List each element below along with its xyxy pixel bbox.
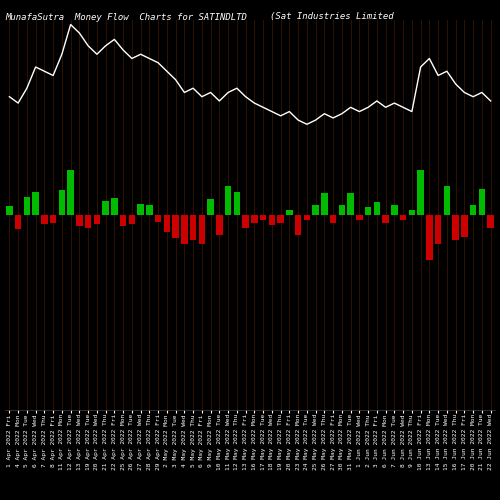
Bar (426, 215, 432, 260)
Bar (408, 210, 415, 215)
Bar (251, 215, 258, 223)
Bar (172, 215, 179, 238)
Bar (321, 193, 328, 215)
Bar (391, 205, 398, 215)
Bar (365, 207, 372, 215)
Bar (260, 215, 266, 220)
Bar (452, 215, 459, 240)
Text: (Sat Industries Limited: (Sat Industries Limited (270, 12, 394, 22)
Bar (15, 215, 22, 228)
Bar (32, 192, 39, 215)
Bar (85, 215, 91, 228)
Bar (338, 205, 345, 215)
Bar (6, 206, 12, 215)
Bar (58, 190, 65, 215)
Bar (234, 192, 240, 215)
Bar (488, 215, 494, 228)
Bar (198, 215, 205, 244)
Bar (181, 215, 188, 244)
Bar (295, 215, 302, 236)
Bar (400, 215, 406, 220)
Bar (111, 198, 117, 215)
Bar (418, 170, 424, 215)
Bar (128, 215, 135, 224)
Bar (164, 215, 170, 232)
Bar (278, 215, 284, 223)
Bar (356, 215, 362, 220)
Bar (41, 215, 48, 224)
Bar (242, 215, 249, 228)
Bar (120, 215, 126, 226)
Bar (435, 215, 442, 244)
Bar (216, 215, 222, 236)
Bar (478, 188, 485, 215)
Bar (304, 215, 310, 220)
Bar (461, 215, 468, 237)
Bar (382, 215, 389, 223)
Bar (155, 215, 162, 222)
Bar (94, 215, 100, 224)
Bar (286, 210, 292, 215)
Bar (68, 170, 74, 215)
Bar (50, 215, 56, 223)
Bar (330, 215, 336, 223)
Bar (102, 202, 109, 215)
Text: MunafaSutra  Money Flow  Charts for SATINDLTD: MunafaSutra Money Flow Charts for SATIND… (5, 12, 247, 22)
Bar (208, 199, 214, 215)
Bar (444, 186, 450, 215)
Bar (225, 186, 232, 215)
Bar (312, 205, 319, 215)
Bar (268, 215, 275, 225)
Bar (24, 197, 30, 215)
Bar (138, 204, 144, 215)
Bar (76, 215, 82, 226)
Bar (190, 215, 196, 240)
Bar (470, 205, 476, 215)
Bar (146, 205, 152, 215)
Bar (374, 202, 380, 215)
Bar (348, 193, 354, 215)
